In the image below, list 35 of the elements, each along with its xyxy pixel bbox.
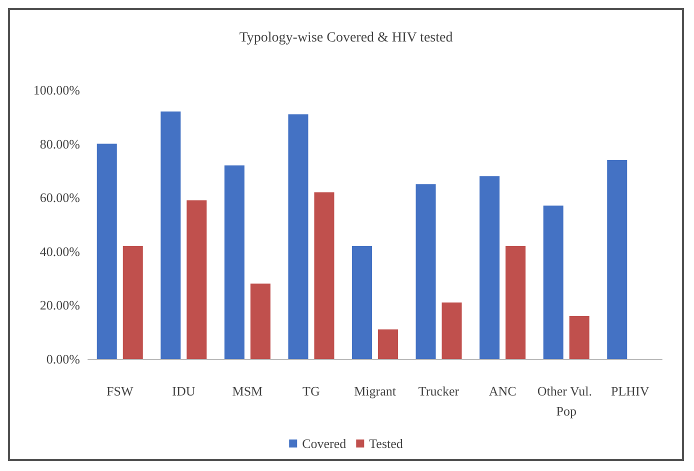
x-tick-label: Trucker — [418, 384, 460, 398]
x-tick-label: TG — [302, 384, 320, 398]
bar — [160, 112, 181, 359]
y-tick-label: 40.00% — [40, 244, 80, 259]
bar — [224, 165, 244, 359]
bar — [416, 184, 436, 359]
x-tick-label: ANC — [488, 384, 516, 398]
x-tick-label: Migrant — [354, 384, 396, 398]
bar — [352, 246, 372, 359]
chart-title: Typology-wise Covered & HIV tested — [239, 30, 453, 46]
y-tick-label: 80.00% — [40, 136, 80, 152]
bar — [506, 246, 526, 359]
bar — [288, 114, 308, 359]
x-tick-label: MSM — [232, 384, 264, 398]
bar — [250, 284, 270, 359]
x-tick-label: PLHIV — [610, 384, 650, 398]
x-tick-label: Other Vul. Pop — [537, 384, 596, 418]
legend-label: Tested — [369, 436, 404, 451]
y-tick-label: 0.00% — [46, 352, 80, 366]
bar — [96, 144, 117, 359]
bar — [186, 200, 207, 359]
bar — [543, 206, 564, 359]
y-tick-label: 100.00% — [33, 82, 80, 98]
y-tick-label: 20.00% — [40, 298, 80, 313]
bar — [314, 192, 334, 359]
bar — [378, 329, 398, 359]
bar — [607, 160, 628, 359]
x-tick-label: IDU — [172, 384, 196, 398]
bar — [569, 316, 590, 359]
x-tick-label: FSW — [106, 384, 134, 398]
bar — [122, 246, 143, 359]
y-tick-label: 60.00% — [40, 190, 80, 206]
bar — [442, 302, 462, 359]
bar — [480, 176, 500, 359]
legend-label: Covered — [302, 436, 347, 451]
